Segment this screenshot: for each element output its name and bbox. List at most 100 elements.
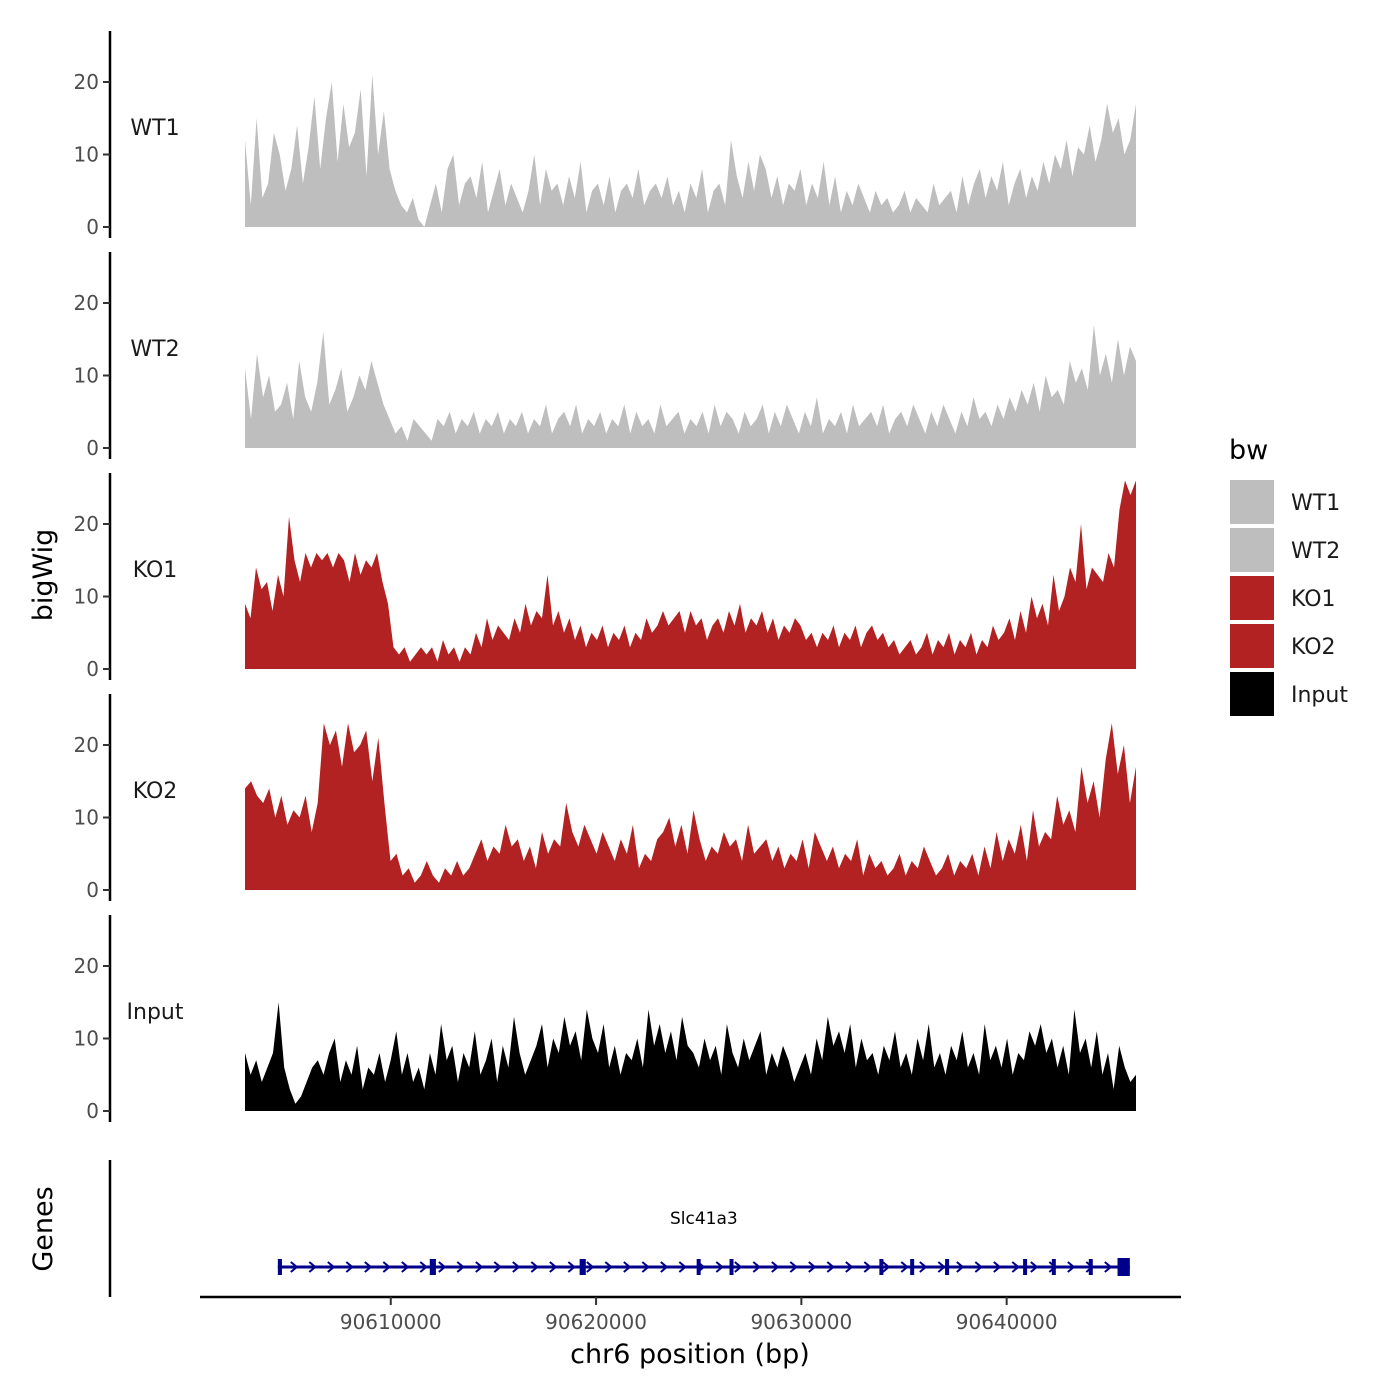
gene-exon: [729, 1259, 734, 1275]
gene-exon: [1051, 1259, 1056, 1275]
y-tick-label: 10: [74, 143, 99, 167]
legend-swatch: [1230, 576, 1274, 620]
legend-swatch: [1230, 624, 1274, 668]
strand-arrow: [382, 1261, 391, 1273]
gene-exon: [579, 1259, 586, 1275]
track-ko1: 0 10 20 KO1: [74, 473, 1136, 681]
strand-arrow: [1104, 1261, 1113, 1273]
strand-arrow: [308, 1261, 317, 1273]
strand-arrow: [586, 1261, 595, 1273]
track-label: KO1: [133, 558, 178, 583]
legend-swatch: [1230, 480, 1274, 524]
legend-title: bw: [1229, 435, 1268, 466]
track-label: WT1: [130, 116, 179, 141]
strand-arrow: [808, 1261, 817, 1273]
strand-arrow: [475, 1261, 484, 1273]
strand-arrow: [1030, 1261, 1039, 1273]
strand-arrow: [660, 1261, 669, 1273]
gene-label: Slc41a3: [670, 1209, 738, 1229]
track-label: WT2: [130, 337, 179, 362]
signal-area: [245, 480, 1136, 669]
y-tick-label: 0: [86, 657, 99, 681]
strand-arrow: [364, 1261, 373, 1273]
y-tick-label: 10: [74, 806, 99, 830]
strand-arrow: [456, 1261, 465, 1273]
track-wt2: 0 10 20 WT2: [74, 252, 1136, 460]
legend-label: WT2: [1291, 539, 1340, 564]
gene-exon: [277, 1259, 282, 1275]
strand-arrow: [863, 1261, 872, 1273]
gene-exon: [879, 1259, 884, 1275]
track-label: KO2: [133, 779, 178, 804]
signal-area: [245, 1002, 1136, 1111]
strand-arrow: [549, 1261, 558, 1273]
gene-exon: [1023, 1259, 1028, 1275]
y-tick-label: 20: [74, 70, 99, 94]
strand-arrow: [419, 1261, 428, 1273]
x-axis: 90610000 90620000 90630000 90640000: [200, 1295, 1181, 1334]
strand-arrow: [789, 1261, 798, 1273]
gene-exon: [429, 1259, 436, 1275]
strand-arrow: [604, 1261, 613, 1273]
strand-arrow: [771, 1261, 780, 1273]
y-tick-label: 0: [86, 436, 99, 460]
strand-arrow: [345, 1261, 354, 1273]
legend: bw WT1 WT2 KO1 KO2 Input: [1229, 435, 1348, 716]
y-tick-label: 10: [74, 1027, 99, 1051]
legend-label: KO2: [1291, 635, 1336, 660]
y-tick-label: 20: [74, 512, 99, 536]
strand-arrow: [752, 1261, 761, 1273]
strand-arrow: [493, 1261, 502, 1273]
y-tick-label: 10: [74, 585, 99, 609]
strand-arrow: [623, 1261, 632, 1273]
strand-arrow: [845, 1261, 854, 1273]
legend-label: WT1: [1291, 491, 1340, 516]
y-tick-label: 20: [74, 291, 99, 315]
strand-arrow: [678, 1261, 687, 1273]
gene-exon: [1117, 1258, 1130, 1276]
strand-arrow: [512, 1261, 521, 1273]
gene-exon: [696, 1259, 701, 1275]
y-tick-label: 0: [86, 215, 99, 239]
gene-exon: [910, 1259, 915, 1275]
signal-area: [245, 74, 1136, 227]
strand-arrow: [974, 1261, 983, 1273]
strand-arrow: [993, 1261, 1002, 1273]
strand-arrow: [641, 1261, 650, 1273]
genes-axis-title: Genes: [28, 1186, 59, 1271]
strand-arrow: [826, 1261, 835, 1273]
strand-arrow: [530, 1261, 539, 1273]
strand-arrow: [438, 1261, 447, 1273]
gene-exon: [945, 1259, 950, 1275]
strand-arrow: [327, 1261, 336, 1273]
strand-arrow: [290, 1261, 299, 1273]
x-axis-title: chr6 position (bp): [570, 1339, 810, 1370]
legend-swatch: [1230, 528, 1274, 572]
signal-area: [245, 324, 1136, 448]
x-tick-label: 90630000: [750, 1310, 852, 1334]
gene-exon: [1088, 1259, 1093, 1275]
x-tick-label: 90620000: [545, 1310, 647, 1334]
strand-arrow: [919, 1261, 928, 1273]
track-label: Input: [127, 1000, 184, 1025]
y-tick-label: 0: [86, 1099, 99, 1123]
genes-panel: Slc41a3: [108, 1160, 1130, 1297]
strand-arrow: [567, 1261, 576, 1273]
signal-area: [245, 723, 1136, 890]
track-wt1: 0 10 20 WT1: [74, 31, 1136, 239]
y-tick-label: 10: [74, 364, 99, 388]
legend-label: Input: [1291, 683, 1348, 708]
strand-arrow: [734, 1261, 743, 1273]
strand-arrow: [1067, 1261, 1076, 1273]
x-tick-label: 90640000: [956, 1310, 1058, 1334]
y-tick-label: 20: [74, 733, 99, 757]
legend-swatch: [1230, 672, 1274, 716]
strand-arrow: [937, 1261, 946, 1273]
y-tick-label: 0: [86, 878, 99, 902]
signal-tracks: 0 10 20 WT1 0 10 20 WT2 0 10 20 KO1 0 10 20 KO2 0 10 20 Inp…: [74, 31, 1136, 1123]
track-ko2: 0 10 20 KO2: [74, 694, 1136, 902]
strand-arrow: [715, 1261, 724, 1273]
legend-label: KO1: [1291, 587, 1336, 612]
strand-arrow: [900, 1261, 909, 1273]
